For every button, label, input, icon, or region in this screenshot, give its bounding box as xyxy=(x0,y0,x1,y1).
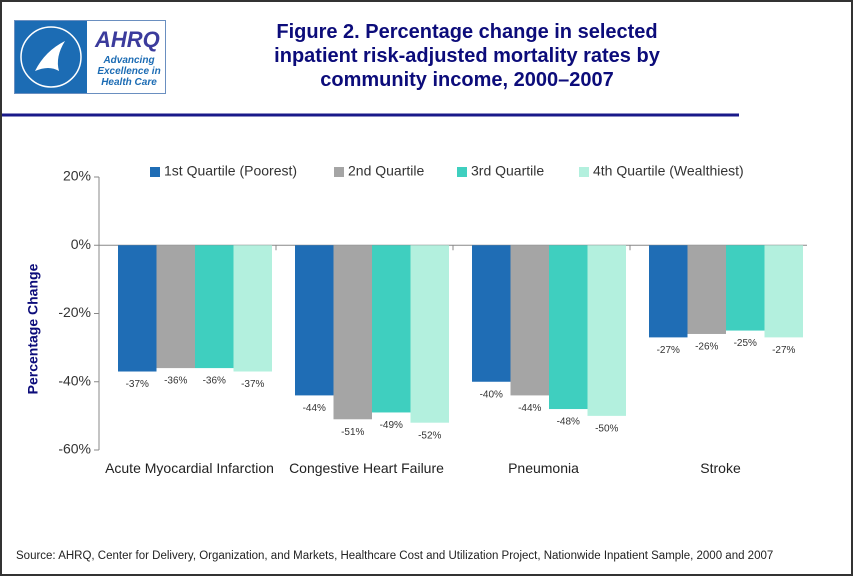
value-label: -36% xyxy=(164,376,187,387)
x-tick-label: Stroke xyxy=(700,460,741,476)
value-label: -48% xyxy=(557,417,580,428)
value-label: -51% xyxy=(341,427,364,438)
bar xyxy=(233,245,272,372)
value-label: -50% xyxy=(595,424,618,435)
hhs-emblem xyxy=(15,21,87,93)
legend-swatch xyxy=(150,167,160,177)
legend-swatch xyxy=(579,167,589,177)
legend-label: 2nd Quartile xyxy=(348,163,424,179)
bar xyxy=(649,245,688,338)
x-tick-label: Acute Myocardial Infarction xyxy=(105,460,274,476)
emblem-art xyxy=(20,26,82,88)
logo-name: AHRQ xyxy=(95,27,160,52)
y-tick-label: -20% xyxy=(58,304,91,320)
source-note: Source: AHRQ, Center for Delivery, Organ… xyxy=(16,550,774,562)
bar xyxy=(372,245,411,413)
bar xyxy=(118,245,157,372)
chart-title: Figure 2. Percentage change in selected … xyxy=(274,21,660,91)
logo: AHRQ Advancing Excellence in Health Care xyxy=(14,20,166,94)
bar xyxy=(764,245,803,338)
bar xyxy=(410,245,449,423)
legend-label: 1st Quartile (Poorest) xyxy=(164,163,297,179)
legend-swatch xyxy=(334,167,344,177)
y-axis-label: Percentage Change xyxy=(25,263,41,394)
bar xyxy=(295,245,334,396)
value-label: -27% xyxy=(772,345,795,356)
legend-swatch xyxy=(457,167,467,177)
value-label: -40% xyxy=(480,389,503,400)
bar xyxy=(510,245,549,396)
value-label: -37% xyxy=(241,379,264,390)
bar xyxy=(333,245,372,420)
logo-tagline: Advancing Excellence in Health Care xyxy=(97,55,161,88)
bar xyxy=(156,245,195,369)
y-tick-label: -40% xyxy=(58,372,91,388)
value-label: -26% xyxy=(695,342,718,353)
bar xyxy=(587,245,626,416)
bar xyxy=(549,245,588,410)
value-label: -36% xyxy=(203,376,226,387)
value-label: -49% xyxy=(380,420,403,431)
bar xyxy=(726,245,765,331)
value-label: -44% xyxy=(518,403,541,414)
y-tick-label: -60% xyxy=(58,441,91,457)
y-tick-label: 0% xyxy=(71,236,91,252)
bar xyxy=(687,245,726,334)
value-label: -27% xyxy=(657,345,680,356)
value-label: -44% xyxy=(303,403,326,414)
x-tick-label: Congestive Heart Failure xyxy=(289,460,444,476)
bar xyxy=(195,245,234,369)
legend-label: 4th Quartile (Wealthiest) xyxy=(593,163,744,179)
value-label: -25% xyxy=(734,338,757,349)
y-tick-label: 20% xyxy=(63,168,91,184)
value-label: -52% xyxy=(418,430,441,441)
bar xyxy=(472,245,511,382)
x-tick-label: Pneumonia xyxy=(508,460,579,476)
legend-label: 3rd Quartile xyxy=(471,163,544,179)
value-label: -37% xyxy=(126,379,149,390)
